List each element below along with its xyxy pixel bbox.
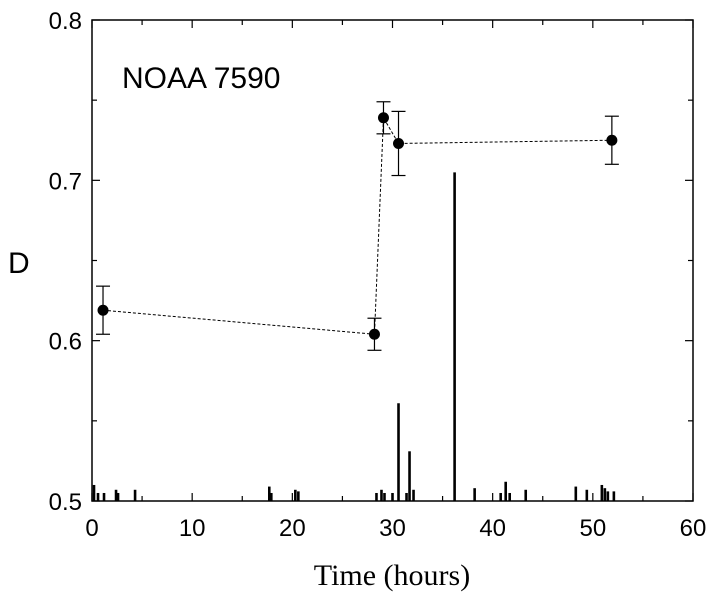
data-point <box>393 137 405 149</box>
data-point <box>97 304 109 316</box>
connector-line <box>102 116 612 335</box>
connector-line-group <box>102 116 612 335</box>
y-axis-label: D <box>8 247 30 280</box>
x-tick-label: 50 <box>579 515 606 542</box>
x-tick-label: 40 <box>479 515 506 542</box>
chart-annotation: NOAA 7590 <box>122 62 280 95</box>
x-tick-label: 0 <box>85 515 98 542</box>
y-tick-labels: 0.5 0.6 0.7 0.8 <box>49 8 82 516</box>
x-tick-label: 10 <box>179 515 206 542</box>
x-tick-label: 20 <box>279 515 306 542</box>
y-tick-label: 0.5 <box>49 489 82 516</box>
data-point <box>368 328 380 340</box>
x-tick-label: 30 <box>379 515 406 542</box>
data-points <box>97 112 618 340</box>
y-tick-label: 0.7 <box>49 168 82 195</box>
impulse-series <box>92 172 616 501</box>
x-axis-label: Time (hours) <box>314 559 470 592</box>
x-tick-label: 60 <box>680 515 707 542</box>
error-bars <box>96 101 619 351</box>
x-tick-labels: 0 10 20 30 40 50 60 <box>85 515 706 542</box>
data-point <box>606 134 618 146</box>
data-point <box>377 112 389 124</box>
y-tick-label: 0.6 <box>49 329 82 356</box>
y-tick-label: 0.8 <box>49 8 82 35</box>
